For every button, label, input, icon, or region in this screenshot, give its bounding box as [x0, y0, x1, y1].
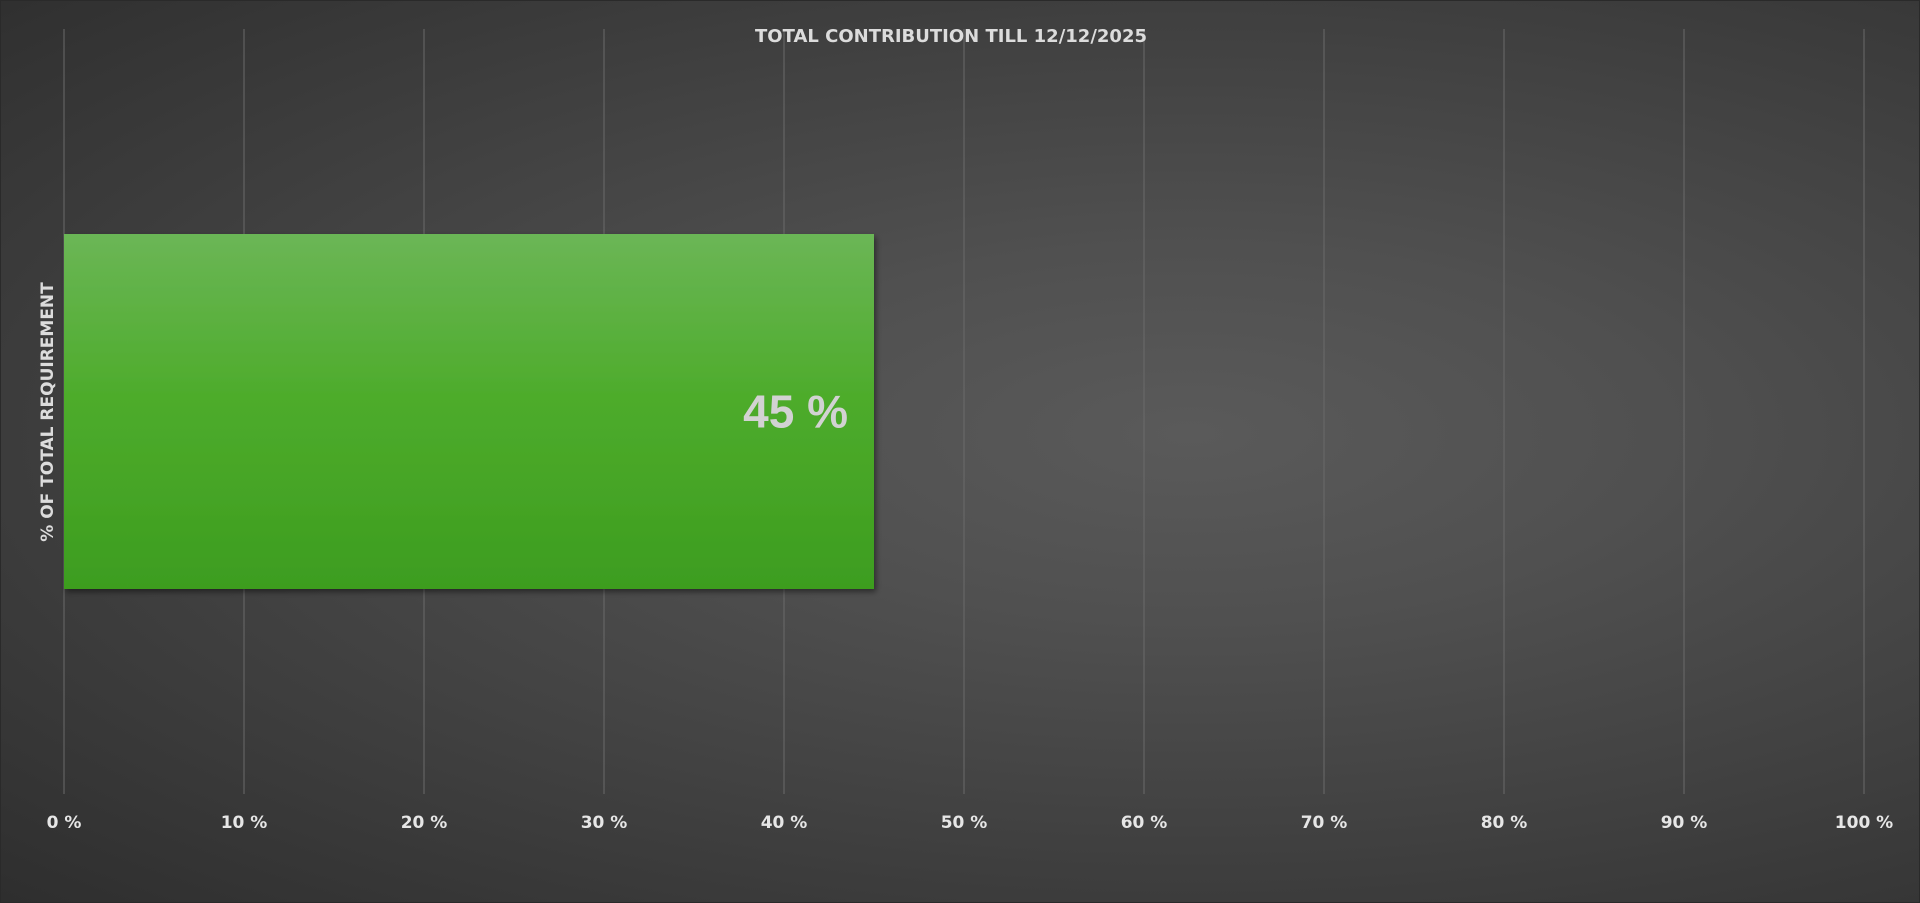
chart-title: TOTAL CONTRIBUTION TILL 12/12/2025: [755, 26, 1147, 47]
y-axis-label: % OF TOTAL REQUIREMENT: [38, 282, 58, 542]
x-tick-label-20: 20 %: [401, 813, 448, 833]
bar-data-label-0-0: 45 %: [743, 386, 848, 438]
x-tick-label-10: 10 %: [221, 813, 268, 833]
x-tick-label-60: 60 %: [1121, 813, 1168, 833]
bar-0-0: [64, 234, 874, 589]
x-tick-label-80: 80 %: [1481, 813, 1528, 833]
bars: 45 %: [64, 234, 874, 589]
x-tick-label-50: 50 %: [941, 813, 988, 833]
x-tick-label-70: 70 %: [1301, 813, 1348, 833]
x-tick-label-30: 30 %: [581, 813, 628, 833]
x-tick-label-100: 100 %: [1835, 813, 1893, 833]
x-tick-label-0: 0 %: [47, 813, 82, 833]
x-axis-ticks: 0 % 10 % 20 % 30 % 40 % 50 % 60 % 70 % 80 % 90 % 1…: [47, 813, 1894, 833]
x-tick-label-90: 90 %: [1661, 813, 1708, 833]
x-tick-label-40: 40 %: [761, 813, 808, 833]
